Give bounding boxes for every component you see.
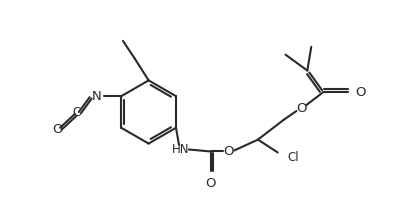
Text: O: O [205, 177, 216, 190]
Text: O: O [296, 101, 307, 115]
Text: O: O [52, 123, 62, 136]
Text: O: O [223, 145, 234, 158]
Text: HN: HN [172, 143, 190, 156]
Text: Cl: Cl [287, 151, 299, 164]
Text: O: O [356, 86, 366, 99]
Text: C: C [73, 106, 81, 119]
Text: N: N [92, 90, 101, 103]
